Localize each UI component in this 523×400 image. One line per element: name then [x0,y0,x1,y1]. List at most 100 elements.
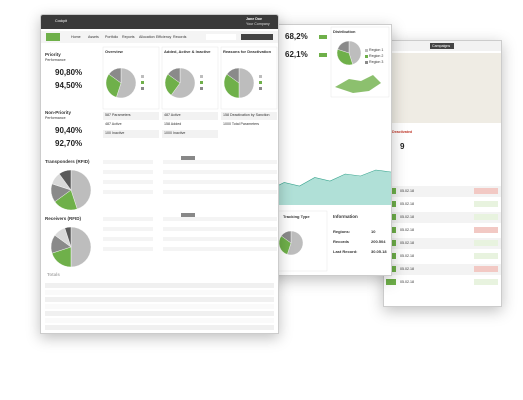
list-row [163,195,277,199]
status [474,279,498,285]
pie-slice [70,226,92,268]
legend-swatch [365,55,368,58]
list-row [103,242,153,246]
legend-swatch [141,81,144,84]
faded-row [45,297,274,302]
pie-slice [105,73,122,98]
list-row [103,232,153,236]
legend-swatch [259,87,262,90]
section-title: Transponders (RFID) [45,159,90,164]
row-bg [162,121,218,129]
front-screen: Cockpit Jane Doe Your Company Home Assets Por… [40,14,279,334]
legend-swatch [259,81,262,84]
legend-label: Region 3 [369,60,384,64]
legend-swatch [365,61,368,64]
kpi-value: 94,50% [55,81,83,90]
table-row: 487 Active [105,122,122,126]
pie-slice [348,40,362,65]
nav-item: Allocation [139,35,155,39]
pie-slice [226,67,240,84]
info-value: 10 [371,229,376,234]
graphics [45,46,278,330]
table-row: 487 Active [164,113,181,117]
user-name: Jane Doe [246,17,262,21]
nav-item: Efficiency [156,35,172,39]
legend-swatch [259,75,262,78]
list-row [103,185,153,189]
legend-swatch [141,87,144,90]
legend-label: Region 1 [369,48,384,52]
row-date: 05.02.18 [400,202,414,206]
info-value: 30.05.18 [371,249,387,254]
row-bg [221,112,277,120]
row-bg [384,225,501,236]
legend-swatch [200,75,203,78]
list-row [163,242,277,246]
area [269,170,391,205]
totals-title: Totals [47,272,60,277]
list-row [103,180,153,184]
status [474,227,498,233]
section-title: Priority [45,52,61,57]
list-row [163,217,277,221]
pie-slice [170,67,196,99]
status [474,201,498,207]
row-bg [162,130,218,138]
row-bg [103,130,159,138]
pie-slice [337,40,350,54]
row-date: 05.02.18 [400,189,414,193]
list-row [163,190,277,194]
card-value: 9 [400,142,405,151]
row-date: 05.02.18 [400,267,414,271]
kpi-value: 68,2% [285,32,308,41]
list-row [163,170,277,174]
info-value: 200.504 [371,239,386,244]
pie-slice [281,230,292,244]
legend-swatch [200,81,203,84]
kpi-value: 90,80% [55,68,83,77]
graphics [269,26,391,272]
list-row [163,175,277,179]
list-row [103,222,153,226]
table-row: 158 Deactivation by Sanction [223,113,270,117]
panel-title: Overview [105,49,123,54]
panel-button [181,213,195,217]
faded-row [45,283,274,288]
row-bg [384,277,501,288]
row-bg [384,251,501,262]
list-row [163,185,277,189]
row-date: 05.02.18 [400,215,414,219]
kpi-value: 92,70% [55,139,83,148]
kpi-bar [319,53,327,57]
panel-button [181,156,195,160]
panel-title: Reasons for Deactivation [223,49,272,54]
nav-item: Home [71,35,81,39]
info-label: Records [333,239,350,244]
status [474,240,498,246]
pie-slice [287,230,304,256]
search [206,34,236,40]
list-row [163,222,277,226]
list-row [163,160,277,164]
legend-swatch [365,49,368,52]
list-row [163,227,277,231]
map-shape [335,75,381,93]
list-row [103,170,153,174]
row-bg [384,264,501,275]
list-row [163,247,277,251]
kpi-bar [319,35,327,39]
section-subtitle: Performance [45,116,66,120]
row-bg [221,121,277,129]
row-date: 05.02.18 [400,241,414,245]
row-bg [162,112,218,120]
pie-slice [336,49,353,66]
row-date: 05.02.18 [400,254,414,258]
pie-slice [223,73,240,99]
header-bar [41,15,278,29]
faded-row [45,318,274,323]
row-bg [103,121,159,129]
table-row: 100 Inactive [105,131,125,135]
map [384,53,501,123]
list-row [103,247,153,251]
